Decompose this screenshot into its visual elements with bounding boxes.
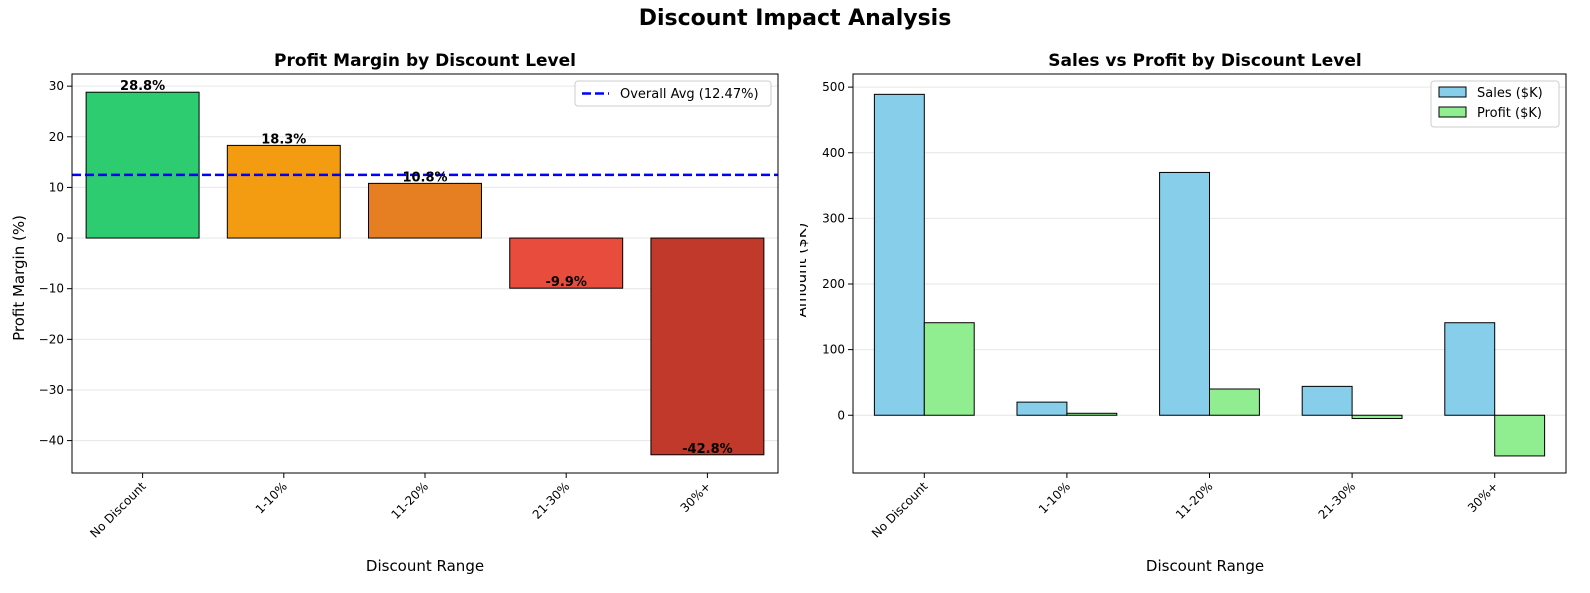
chart1-xtick-label: No Discount — [87, 479, 149, 541]
chart2-ytick-label: 300 — [822, 211, 845, 225]
chart1-bar — [509, 237, 624, 289]
chart1-value-label: 18.3% — [261, 132, 306, 147]
chart2-ytick-label: 0 — [837, 408, 845, 422]
chart1-ytick-label: −40 — [39, 434, 64, 448]
chart1-value-label: -42.8% — [682, 442, 733, 457]
chart1-xtick-label: 30%+ — [678, 479, 714, 515]
chart2-legend-profit-swatch — [1438, 106, 1467, 118]
chart1-xlabel: Discount Range — [366, 557, 484, 575]
chart2-legend-sales-swatch — [1438, 86, 1467, 98]
chart1-value-label: 28.8% — [120, 79, 165, 94]
chart1-ytick-label: −30 — [39, 383, 64, 397]
chart1-xtick-label: 21-30% — [530, 479, 573, 522]
chart2-profit-bar — [923, 322, 975, 416]
chart1-ytick-label: −10 — [39, 282, 64, 296]
chart1-value-label: 10.8% — [402, 170, 447, 185]
chart2-frame — [852, 73, 1567, 474]
chart1-bars — [85, 91, 765, 456]
chart2-ytick-label: 100 — [822, 343, 845, 357]
chart1-value-labels: 28.8% 18.3% 10.8% -9.9% -42.8% — [120, 79, 733, 457]
chart2-legend-sales-label: Sales ($K) — [1477, 86, 1543, 101]
chart2-xtick-label: 11-20% — [1173, 479, 1216, 522]
chart1-ytick-label: 30 — [49, 79, 64, 93]
chart1-xtick-label: 11-20% — [388, 479, 431, 522]
chart1-legend-box — [574, 80, 772, 107]
chart2-xtick-label: 30%+ — [1465, 479, 1501, 515]
chart2-xtick-label: 21-30% — [1316, 479, 1359, 522]
chart1-value-label: -9.9% — [545, 275, 586, 290]
chart2-xlabel: Discount Range — [1146, 557, 1264, 575]
chart1-bar — [650, 237, 765, 456]
chart1-ytick-label: 10 — [49, 180, 64, 194]
chart2-sales-bar — [1159, 171, 1210, 416]
sales-profit-chart: Sales vs Profit by Discount Level 500 400… — [800, 51, 1567, 575]
chart1-ytick-label: 0 — [56, 231, 64, 245]
chart1-xtick-label: 1-10% — [253, 479, 290, 516]
chart1-ylabel: Profit Margin (%) — [10, 215, 28, 341]
chart1-ytick-label: −20 — [39, 332, 64, 346]
chart1-frame — [71, 73, 779, 474]
chart2-xtick-label: No Discount — [869, 479, 931, 541]
chart1-title: Profit Margin by Discount Level — [274, 51, 576, 71]
chart1-legend: Overall Avg (12.47%) — [574, 80, 772, 107]
chart2-title: Sales vs Profit by Discount Level — [1048, 51, 1361, 71]
chart1-legend-label: Overall Avg (12.47%) — [620, 87, 759, 102]
chart2-sales-bar — [1444, 322, 1496, 416]
chart1-bar — [85, 91, 200, 239]
chart2-bars — [873, 93, 1546, 457]
chart1-ytick-label: 20 — [49, 130, 64, 144]
chart2-ytick-label: 200 — [822, 277, 845, 291]
chart2-legend: Sales ($K) Profit ($K) — [1430, 80, 1560, 128]
chart2-profit-bar — [1209, 388, 1260, 416]
chart2-xtick-label: 1-10% — [1036, 479, 1073, 516]
figure-title: Discount Impact Analysis — [638, 6, 952, 31]
chart1-bar — [226, 144, 341, 239]
chart2-sales-bar — [1301, 385, 1353, 416]
profit-margin-chart: Profit Margin by Discount Level 28.8% 18.… — [10, 51, 779, 575]
chart2-profit-bar — [1066, 412, 1118, 416]
chart2-profit-bar — [1351, 414, 1403, 420]
chart2-sales-bar — [1016, 401, 1068, 416]
chart2-sales-bar — [873, 93, 925, 416]
chart1-bar — [368, 182, 482, 239]
chart2-profit-bar — [1494, 414, 1546, 457]
chart2-legend-profit-label: Profit ($K) — [1477, 106, 1542, 121]
chart2-ytick-label: 400 — [822, 146, 845, 160]
chart2-ylabel: Amount ($K) — [800, 223, 810, 318]
chart2-ytick-label: 500 — [822, 80, 845, 94]
